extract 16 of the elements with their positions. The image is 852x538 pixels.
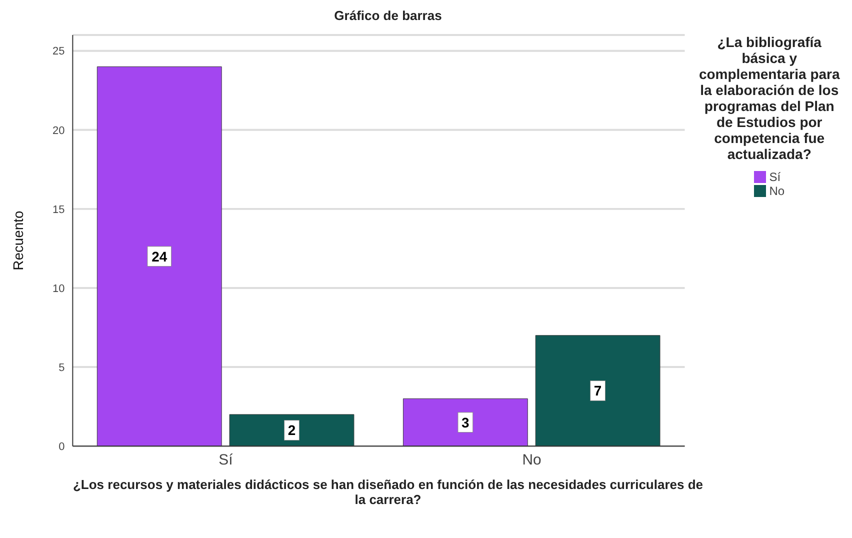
data-label: 2 (288, 422, 296, 438)
y-tick-label: 15 (52, 204, 65, 216)
data-label: 24 (152, 248, 168, 264)
y-tick-label: 0 (58, 440, 65, 453)
x-axis-title: ¿Los recursos y materiales didácticos se han diseñado en función de las necesidades curriculares de la carrera? (72, 477, 704, 507)
y-tick-label: 25 (52, 46, 65, 58)
data-label: 7 (594, 382, 602, 399)
legend-title: ¿La bibliografía básica y complementaria para la elaboración de los programas del Plan de Estudios por competencia fue actualizada? (698, 34, 841, 162)
chart-title: Gráfico de barras (333, 8, 443, 25)
y-tick-label: 5 (58, 362, 65, 374)
y-tick-label: 10 (52, 282, 65, 295)
y-axis-title: Recuento (10, 210, 26, 270)
y-tick-label: 20 (52, 124, 65, 137)
legend-label: Sí (768, 170, 782, 184)
legend-label: No (768, 184, 785, 198)
data-label: 3 (462, 414, 470, 430)
